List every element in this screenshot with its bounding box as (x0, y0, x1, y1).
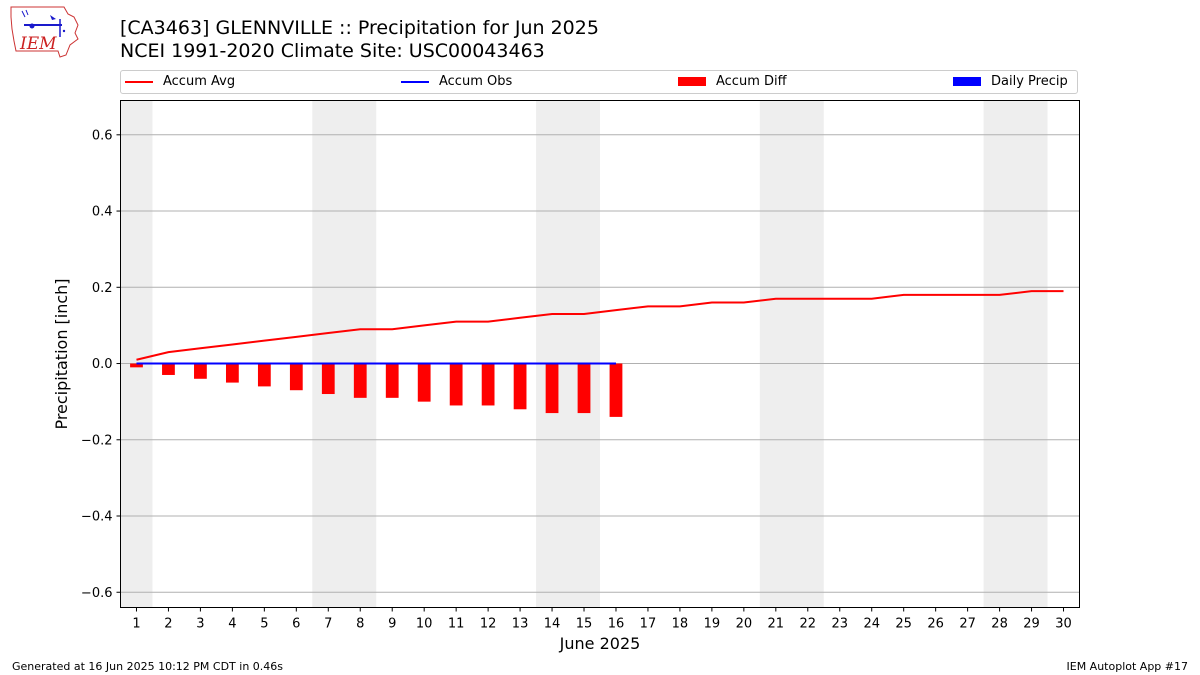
x-tick-label-9: 9 (388, 617, 396, 632)
accum-diff-bar-7 (321, 363, 335, 395)
accum-diff-bar-5 (257, 363, 271, 387)
x-axis-label: June 2025 (559, 634, 641, 653)
x-tick-label-17: 17 (640, 617, 657, 632)
plot-frame (120, 100, 1080, 608)
x-tick-label-3: 3 (196, 617, 204, 632)
x-tick-label-11: 11 (448, 617, 465, 632)
weekend-band-3 (759, 100, 824, 608)
accum-diff-bar-13 (513, 363, 527, 410)
legend-label-daily-precip: Daily Precip (991, 74, 1068, 89)
legend-item-accum-obs: Accum Obs (401, 74, 512, 89)
x-tick-label-10: 10 (416, 617, 433, 632)
footer-generated-text: Generated at 16 Jun 2025 10:12 PM CDT in… (12, 660, 284, 673)
legend-label-accum-avg: Accum Avg (163, 74, 236, 89)
weekend-band-4 (983, 100, 1048, 608)
accum-diff-bar-12 (481, 363, 495, 406)
x-tick-label-21: 21 (768, 617, 785, 632)
y-axis-ticks: −0.6 −0.4 −0.2 0.0 0.2 0.4 0.6 (81, 128, 121, 601)
accum-diff-bar-9 (385, 363, 399, 398)
logo-text: IEM (19, 34, 57, 54)
weekend-band-0 (120, 100, 153, 608)
x-tick-label-2: 2 (164, 617, 172, 632)
weekend-band-2 (536, 100, 600, 608)
x-tick-label-25: 25 (895, 617, 912, 632)
accum-diff-bar-3 (194, 363, 207, 379)
accum-diff-bars (130, 363, 623, 417)
chart-subtitle: NCEI 1991-2020 Climate Site: USC00043463 (120, 40, 545, 62)
x-tick-label-12: 12 (480, 617, 497, 632)
x-axis-ticks: 1 2 3 4 5 6 7 8 9 10 11 12 13 14 15 16 17 18 19 20 21 22 23 24 2… (132, 607, 1072, 632)
x-tick-label-8: 8 (356, 617, 364, 632)
y-tick-label-6: 0.6 (92, 128, 113, 143)
chart-title: [CA3463] GLENNVILLE :: Precipitation for… (120, 17, 599, 39)
legend-item-daily-precip: Daily Precip (953, 74, 1068, 89)
accum-diff-bar-6 (289, 363, 303, 391)
x-tick-label-14: 14 (544, 617, 561, 632)
accum-diff-bar-11 (449, 363, 463, 406)
legend-label-accum-diff: Accum Diff (716, 74, 787, 89)
x-tick-label-19: 19 (704, 617, 721, 632)
x-tick-label-15: 15 (576, 617, 593, 632)
x-tick-label-5: 5 (260, 617, 268, 632)
x-tick-label-20: 20 (736, 617, 753, 632)
x-tick-label-13: 13 (512, 617, 529, 632)
legend: Accum Avg Accum Obs Accum Diff Daily Pre… (120, 70, 1078, 94)
x-tick-label-23: 23 (831, 617, 848, 632)
y-tick-label-0: −0.6 (81, 586, 113, 601)
accum-diff-bar-4 (225, 363, 239, 383)
x-tick-label-28: 28 (991, 617, 1008, 632)
series-lines (136, 290, 1064, 365)
legend-item-accum-diff: Accum Diff (678, 74, 787, 89)
x-tick-label-29: 29 (1023, 617, 1040, 632)
accum-diff-bar-14 (545, 363, 559, 414)
x-tick-label-16: 16 (608, 617, 625, 632)
legend-swatch-accum-avg (125, 80, 153, 83)
x-tick-label-30: 30 (1055, 617, 1072, 632)
x-tick-label-6: 6 (292, 617, 300, 632)
legend-label-accum-obs: Accum Obs (439, 74, 513, 89)
accum-avg-line (136, 290, 1064, 361)
y-tick-label-3: 0.0 (92, 357, 113, 372)
legend-swatch-accum-diff (678, 77, 706, 86)
x-tick-label-18: 18 (672, 617, 689, 632)
accum-diff-bar-8 (353, 363, 367, 398)
iem-logo: IEM (10, 6, 79, 58)
accum-diff-bar-1 (130, 363, 143, 368)
x-tick-label-27: 27 (959, 617, 976, 632)
y-tick-label-5: 0.4 (92, 205, 113, 220)
accum-diff-bar-15 (577, 363, 591, 414)
y-tick-label-1: −0.4 (81, 510, 113, 525)
legend-swatch-accum-obs (401, 80, 429, 83)
x-tick-label-24: 24 (863, 617, 880, 632)
x-tick-label-1: 1 (132, 617, 140, 632)
legend-swatch-daily-precip (953, 77, 981, 86)
weekend-shading (120, 100, 1048, 608)
x-tick-label-26: 26 (927, 617, 944, 632)
accum-diff-bar-2 (162, 363, 175, 375)
y-tick-label-2: −0.2 (81, 433, 113, 448)
accum-diff-bar-16 (609, 363, 623, 417)
x-tick-label-4: 4 (228, 617, 236, 632)
accum-diff-bar-10 (417, 363, 431, 402)
x-tick-label-7: 7 (324, 617, 332, 632)
y-tick-label-4: 0.2 (92, 281, 113, 296)
x-tick-label-22: 22 (800, 617, 817, 632)
footer-app-text: IEM Autoplot App #17 (1066, 660, 1189, 673)
legend-item-accum-avg: Accum Avg (125, 74, 235, 89)
weekend-band-1 (312, 100, 377, 608)
y-axis-label: Precipitation [inch] (52, 278, 71, 429)
